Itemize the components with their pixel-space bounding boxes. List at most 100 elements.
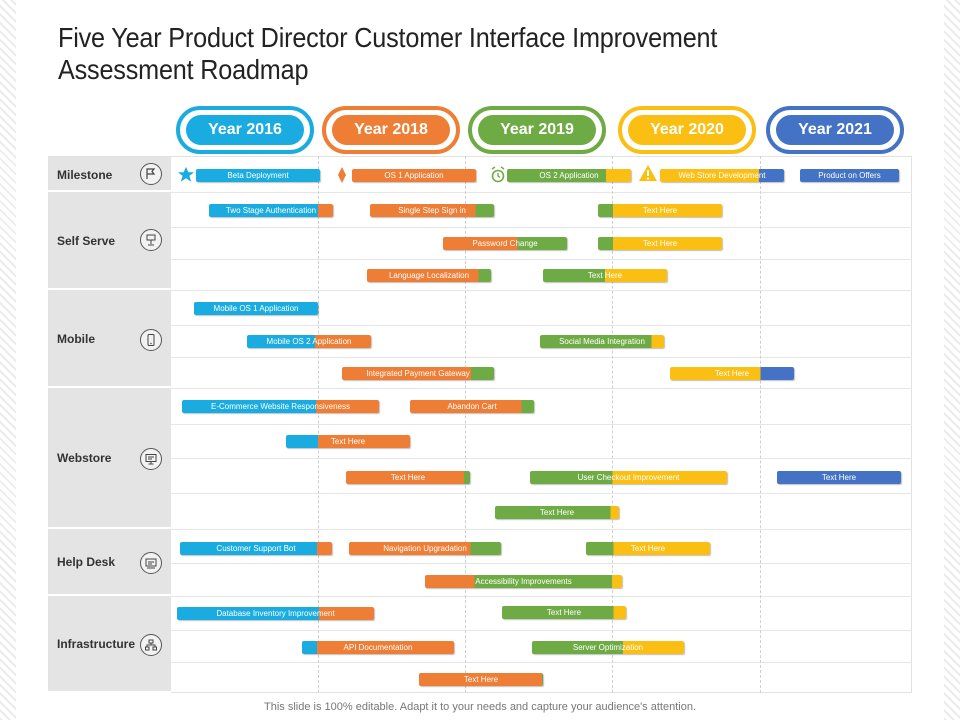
task-label: Mobile OS 1 Application	[213, 304, 299, 313]
row-divider	[171, 192, 912, 193]
year-ring-2: Year 2018	[322, 106, 460, 154]
row-divider	[171, 493, 912, 494]
task-label: Text Here	[642, 239, 678, 248]
category-label: Webstore	[57, 451, 112, 465]
task-bar: Accessibility Improvements	[425, 575, 622, 588]
task-label: Web Store Development	[678, 171, 766, 180]
row-divider	[171, 388, 912, 389]
task-label: Language Localization	[388, 271, 470, 280]
monitor-store-icon	[140, 448, 162, 470]
row-divider	[171, 458, 912, 459]
category-label: Mobile	[57, 332, 95, 346]
task-bar: Server Optimization	[532, 641, 684, 654]
task-label: Single Step Sign in	[398, 206, 466, 215]
task-label: Product on Offers	[818, 171, 881, 180]
task-bar: Product on Offers	[800, 169, 899, 182]
task-label: Beta Deployment	[227, 171, 289, 180]
row-divider	[171, 259, 912, 260]
task-label: Text Here	[463, 675, 499, 684]
task-bar: Single Step Sign in	[370, 204, 494, 217]
alarm-clock-icon	[490, 166, 506, 189]
task-bar: Navigation Upgradation	[349, 542, 501, 555]
task-bar: Database Inventory Improvement	[177, 607, 374, 620]
task-label: Text Here	[630, 544, 666, 553]
task-label: Text Here	[821, 473, 857, 482]
task-label: Social Media Integration	[559, 337, 645, 346]
task-bar: OS 2 Application	[507, 169, 631, 182]
row-divider	[171, 596, 912, 597]
task-bar: Social Media Integration	[540, 335, 664, 348]
right-edge-decoration	[944, 0, 960, 720]
year-ring-5: Year 2021	[766, 106, 904, 154]
task-bar: Mobile OS 1 Application	[194, 302, 318, 315]
flag-icon	[140, 163, 162, 185]
task-label: Text Here	[642, 206, 678, 215]
year-label: Year 2018	[332, 115, 450, 145]
category-label: Infrastructure	[57, 637, 136, 651]
task-label: Customer Support Bot	[216, 544, 296, 553]
task-label: OS 1 Application	[384, 171, 444, 180]
kiosk-icon	[140, 229, 162, 251]
year-ring-1: Year 2016	[176, 106, 314, 154]
task-label: Text Here	[539, 508, 575, 517]
task-bar: Mobile OS 2 Application	[247, 335, 371, 348]
task-bar: Text Here	[502, 606, 626, 619]
row-divider	[171, 563, 912, 564]
row-divider	[171, 630, 912, 631]
task-bar: Customer Support Bot	[180, 542, 332, 555]
year-label: Year 2019	[478, 115, 596, 145]
left-edge-decoration	[0, 0, 16, 720]
task-label: User Checkout Improvement	[577, 473, 680, 482]
category-mobile: Mobile	[48, 290, 171, 388]
task-bar: Text Here	[346, 471, 470, 484]
warning-icon	[638, 164, 658, 187]
row-divider	[171, 325, 912, 326]
task-label: Text Here	[330, 437, 366, 446]
page-title: Five Year Product Director Customer Inte…	[58, 22, 718, 85]
star-icon	[177, 166, 195, 189]
task-bar: Web Store Development	[660, 169, 784, 182]
task-bar: Text Here	[586, 542, 710, 555]
diamond-icon	[337, 166, 347, 189]
task-bar: Password Change	[443, 237, 567, 250]
task-bar: Text Here	[598, 204, 722, 217]
task-label: Text Here	[587, 271, 623, 280]
mobile-phone-icon	[140, 329, 162, 351]
row-divider	[171, 227, 912, 228]
year-divider	[612, 156, 613, 693]
task-bar: E-Commerce Website Responsiveness	[182, 400, 379, 413]
task-label: OS 2 Application	[539, 171, 599, 180]
year-label: Year 2020	[628, 115, 746, 145]
category-webstore: Webstore	[48, 388, 171, 529]
task-bar: Two Stage Authentication	[209, 204, 333, 217]
task-bar: Text Here	[777, 471, 901, 484]
footer-note: This slide is 100% editable. Adapt it to…	[264, 701, 696, 713]
task-label: Text Here	[390, 473, 426, 482]
task-label: Text Here	[546, 608, 582, 617]
task-label: Database Inventory Improvement	[216, 609, 335, 618]
category-help-desk: Help Desk	[48, 529, 171, 596]
task-label: Text Here	[714, 369, 750, 378]
task-label: Navigation Upgradation	[383, 544, 467, 553]
help-desk-icon	[140, 552, 162, 574]
year-ring-3: Year 2019	[468, 106, 606, 154]
category-label: Help Desk	[57, 555, 116, 569]
task-label: API Documentation	[343, 643, 413, 652]
category-milestone: Milestone	[48, 156, 171, 192]
network-icon	[140, 634, 162, 656]
category-label: Self Serve	[57, 234, 116, 248]
row-divider	[171, 357, 912, 358]
row-divider	[171, 662, 912, 663]
task-bar: API Documentation	[302, 641, 454, 654]
task-label: Password Change	[472, 239, 538, 248]
task-label: E-Commerce Website Responsiveness	[210, 402, 350, 411]
task-bar: Abandon Cart	[410, 400, 534, 413]
year-label: Year 2016	[186, 115, 304, 145]
row-divider	[171, 290, 912, 291]
task-label: Integrated Payment Gateway	[366, 369, 470, 378]
task-bar: Text Here	[495, 506, 619, 519]
task-bar: Text Here	[419, 673, 543, 686]
task-label: Abandon Cart	[447, 402, 497, 411]
year-divider	[318, 156, 319, 693]
task-bar: Beta Deployment	[196, 169, 320, 182]
